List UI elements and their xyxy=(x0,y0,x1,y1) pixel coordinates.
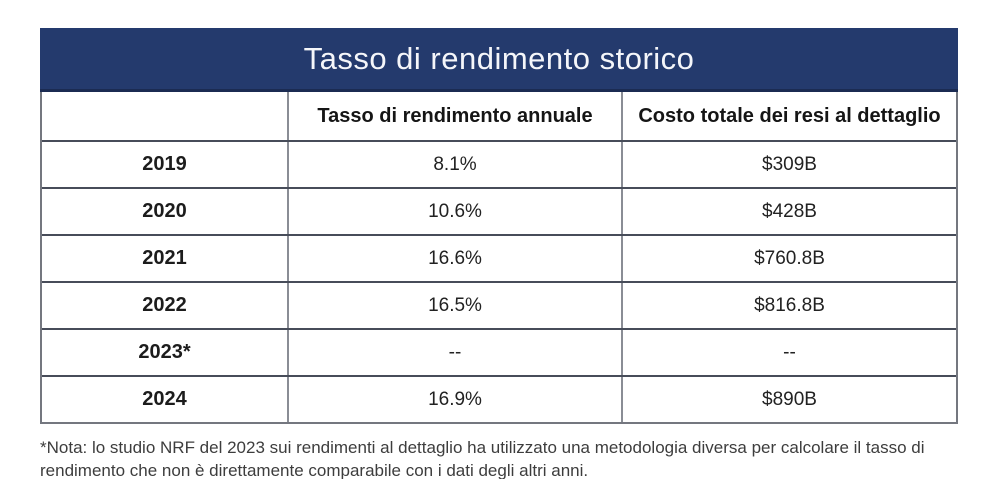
data-table: Tasso di rendimento annuale Costo totale… xyxy=(40,92,958,424)
table-row-2022: 2022 16.5% $816.8B xyxy=(42,281,956,328)
table-row-2023: 2023* -- -- xyxy=(42,328,956,375)
header-cell-year xyxy=(42,92,287,140)
rate-cell: 10.6% xyxy=(287,189,621,234)
cost-cell: $760.8B xyxy=(621,236,956,281)
table-row-2024: 2024 16.9% $890B xyxy=(42,375,956,422)
rate-cell: 16.9% xyxy=(287,377,621,422)
table-title: Tasso di rendimento storico xyxy=(303,40,695,76)
cost-cell: $890B xyxy=(621,377,956,422)
year-cell: 2019 xyxy=(142,153,187,175)
table-row-2021: 2021 16.6% $760.8B xyxy=(42,234,956,281)
table-row-2020: 2020 10.6% $428B xyxy=(42,187,956,234)
header-cell-annual-return: Tasso di rendimento annuale xyxy=(287,92,621,140)
cost-cell: -- xyxy=(621,330,956,375)
year-cell: 2024 xyxy=(142,388,187,410)
rate-cell: 16.6% xyxy=(287,236,621,281)
year-cell: 2020 xyxy=(142,200,187,222)
footnote: *Nota: lo studio NRF del 2023 sui rendim… xyxy=(40,438,925,479)
cost-cell: $309B xyxy=(621,142,956,187)
cost-cell: $428B xyxy=(621,189,956,234)
year-cell: 2021 xyxy=(142,247,187,269)
header-cell-total-cost: Costo totale dei resi al dettaglio xyxy=(621,92,956,140)
table-row-2019: 2019 8.1% $309B xyxy=(42,140,956,187)
year-cell: 2023* xyxy=(138,341,191,363)
cost-cell: $816.8B xyxy=(621,283,956,328)
historical-return-table: Tasso di rendimento storico Tasso di ren… xyxy=(40,28,958,424)
table-header-row: Tasso di rendimento annuale Costo totale… xyxy=(42,92,956,140)
year-cell: 2022 xyxy=(142,294,187,316)
rate-cell: -- xyxy=(287,330,621,375)
rate-cell: 16.5% xyxy=(287,283,621,328)
table-title-bar: Tasso di rendimento storico xyxy=(40,28,958,92)
rate-cell: 8.1% xyxy=(287,142,621,187)
